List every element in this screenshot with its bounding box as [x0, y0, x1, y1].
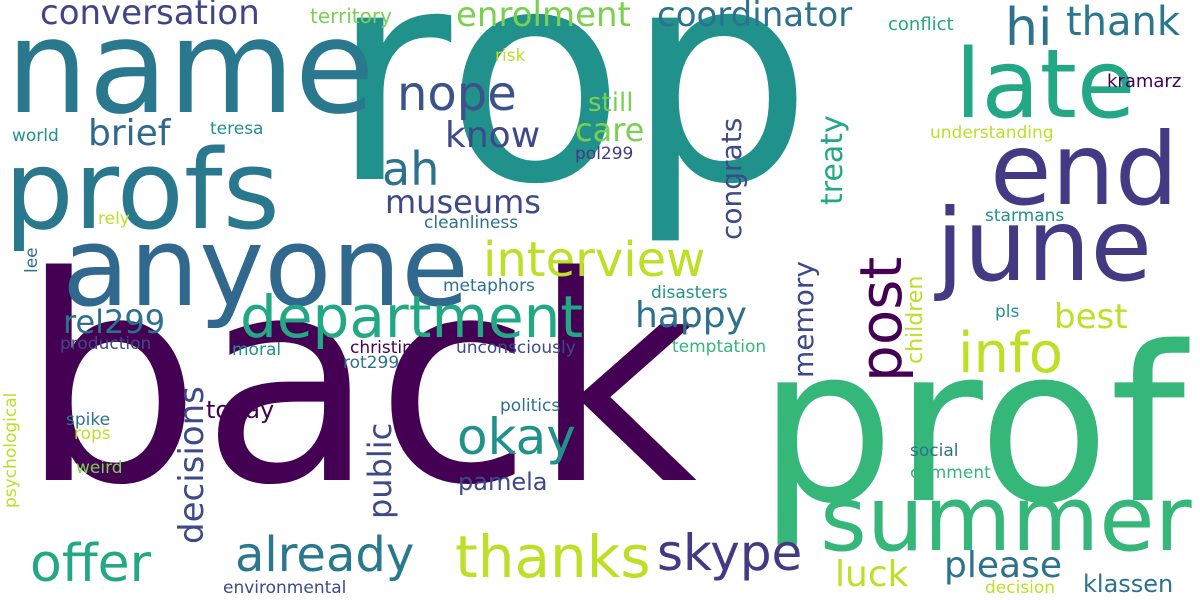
word-congrats: congrats	[715, 117, 748, 240]
word-already: already	[235, 527, 415, 583]
word-temptation: temptation	[672, 337, 767, 357]
word-understanding: understanding	[930, 123, 1054, 143]
word-ah: ah	[382, 142, 440, 196]
word-rops: rops	[74, 424, 111, 444]
word-know: know	[445, 115, 541, 156]
word-name: name	[6, 0, 375, 143]
word-today: today	[206, 396, 275, 424]
word-decision: decision	[985, 578, 1056, 598]
word-care: care	[575, 111, 645, 149]
word-offer: offer	[30, 534, 152, 594]
word-rot299: rot299	[343, 353, 400, 373]
word-rely: rely	[98, 209, 130, 229]
word-best: best	[1054, 297, 1128, 337]
word-museums: museums	[385, 183, 541, 221]
word-back: back	[20, 216, 698, 548]
word-okay: okay	[457, 408, 576, 466]
word-pls: pls	[995, 302, 1020, 322]
word-profs: profs	[4, 126, 280, 254]
word-pamela: pamela	[458, 468, 548, 496]
word-summer: summer	[820, 467, 1192, 572]
word-decisions: decisions	[172, 386, 212, 544]
word-starmans: starmans	[985, 206, 1065, 226]
word-pol299: pol299	[575, 144, 634, 164]
word-prof: prof	[758, 300, 1186, 551]
word-cleanliness: cleanliness	[424, 213, 519, 233]
word-brief: brief	[88, 113, 171, 154]
word-public: public	[361, 422, 399, 519]
word-politics: politics	[500, 396, 561, 416]
word-social: social	[910, 441, 959, 461]
word-interview: interview	[483, 232, 706, 288]
word-hi: hi	[1005, 0, 1053, 58]
word-conflict: conflict	[888, 14, 954, 35]
word-klassen: klassen	[1083, 570, 1174, 598]
word-world: world	[12, 126, 59, 146]
word-psychological: psychological	[1, 392, 21, 508]
word-territory: territory	[310, 4, 392, 28]
word-nope: nope	[397, 66, 517, 122]
word-end: end	[990, 111, 1179, 228]
word-thanks: thanks	[455, 523, 651, 591]
word-info: info	[958, 321, 1064, 386]
word-weird: weird	[76, 458, 123, 478]
word-department: department	[240, 283, 584, 351]
word-skype: skype	[657, 524, 803, 582]
word-memory: memory	[787, 261, 820, 378]
word-teresa: teresa	[210, 119, 264, 139]
word-luck: luck	[835, 554, 909, 595]
word-environmental: environmental	[223, 578, 347, 598]
word-conversation: conversation	[40, 0, 260, 33]
word-lee: lee	[22, 247, 42, 273]
word-enrolment: enrolment	[456, 0, 631, 35]
word-unconsciously: unconsciously	[456, 338, 576, 358]
word-anyone: anyone	[62, 203, 469, 331]
word-post: post	[847, 256, 915, 382]
word-disasters: disasters	[651, 283, 728, 303]
word-children: children	[903, 275, 928, 364]
word-metaphors: metaphors	[443, 276, 535, 296]
word-production: production	[60, 334, 152, 354]
word-spike: spike	[66, 410, 111, 430]
word-treaty: treaty	[815, 115, 850, 205]
word-moral: moral	[232, 340, 282, 360]
word-late: late	[955, 30, 1136, 140]
word-happy: happy	[635, 295, 747, 336]
word-coordinator: coordinator	[657, 0, 853, 35]
word-rop: rop	[330, 0, 813, 249]
word-christina: christina	[350, 338, 424, 358]
word-june: june	[936, 187, 1153, 304]
word-rel299: rel299	[63, 303, 166, 341]
word-risk: risk	[495, 46, 526, 66]
word-still: still	[588, 88, 634, 118]
word-please: please	[944, 545, 1062, 586]
word-kramarz: kramarz	[1107, 71, 1182, 92]
word-thank: thank	[1066, 0, 1181, 45]
word-comment: comment	[910, 463, 991, 483]
